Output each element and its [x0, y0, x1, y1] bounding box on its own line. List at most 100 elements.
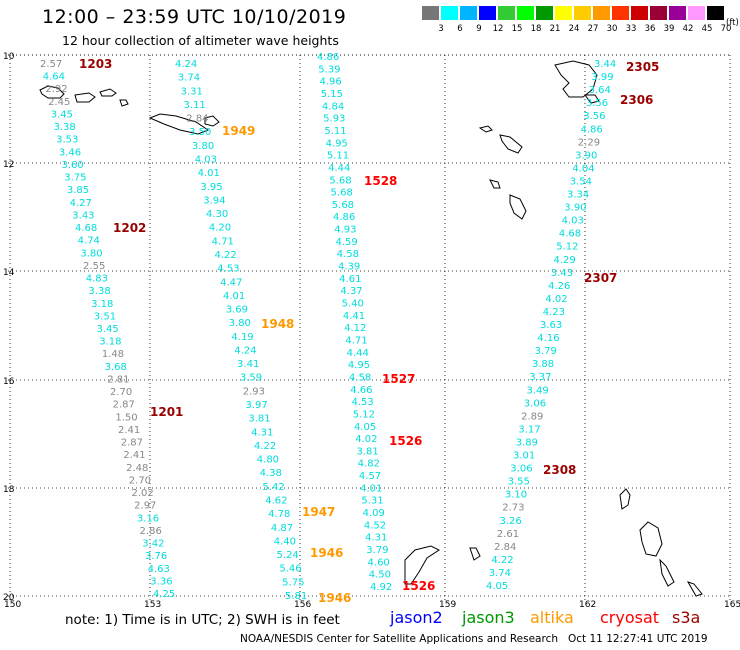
latitude-label: 10	[3, 52, 15, 62]
wave-height-value: 5.93	[323, 114, 345, 125]
wave-height-value: 2.73	[502, 503, 524, 514]
wave-height-value: 4.78	[268, 509, 290, 520]
wave-height-value: 2.48	[126, 463, 148, 474]
island-outline	[99, 88, 117, 97]
pass-time-label: 2308	[543, 463, 576, 477]
wave-height-value: 3.54	[570, 176, 592, 187]
wave-height-value: 5.68	[332, 200, 354, 211]
wave-height-value: 3.64	[589, 85, 611, 96]
wave-height-value: 4.27	[70, 198, 92, 209]
wave-height-value: 3.55	[508, 477, 530, 488]
wave-height-value: 4.03	[562, 216, 584, 227]
wave-height-value: 3.88	[532, 359, 554, 370]
island-outline	[686, 581, 703, 597]
latitude-label: 14	[3, 268, 15, 278]
wave-height-value: 4.05	[486, 581, 508, 592]
wave-height-value: 4.64	[43, 72, 65, 83]
wave-height-value: 4.39	[338, 262, 360, 273]
wave-height-value: 4.12	[344, 323, 366, 334]
wave-height-value: 4.58	[349, 372, 371, 383]
pass-time-label: 2305	[626, 60, 659, 74]
island-outline	[39, 85, 65, 99]
wave-height-value: 5.11	[324, 126, 346, 137]
wave-height-value: 2.89	[521, 411, 543, 422]
wave-height-value: 3.81	[248, 414, 270, 425]
wave-height-value: 4.84	[322, 101, 344, 112]
wave-height-value: 2.61	[497, 529, 519, 540]
island-outline	[148, 113, 210, 135]
wave-height-value: 3.18	[91, 299, 113, 310]
coastline-outlines	[39, 60, 703, 597]
wave-height-value: 3.89	[516, 437, 538, 448]
color-swatch	[631, 6, 648, 20]
color-scale-tick: 3	[438, 24, 444, 34]
island-outline	[469, 547, 481, 561]
wave-height-value: 4.47	[220, 277, 242, 288]
wave-height-value: 2.45	[48, 97, 70, 108]
wave-height-value: 2.93	[243, 386, 265, 397]
island-outline	[478, 125, 493, 133]
island-outline	[509, 194, 527, 220]
wave-height-value: 3.45	[97, 324, 119, 335]
wave-height-value: 4.61	[339, 274, 361, 285]
wave-height-value: 3.59	[240, 373, 262, 384]
color-scale-unit: (ft)	[726, 18, 739, 28]
wave-height-value: 4.25	[153, 589, 175, 600]
wave-height-value: 4.62	[265, 496, 287, 507]
wave-height-value: 4.30	[206, 209, 228, 220]
pass-time-label: 1948	[261, 317, 294, 331]
color-swatch	[593, 6, 610, 20]
wave-height-value: 5.75	[282, 577, 304, 588]
wave-height-value: 3.80	[229, 318, 251, 329]
wave-height-value: 4.80	[257, 455, 279, 466]
wave-height-value: 2.86	[140, 526, 162, 537]
wave-height-value: 4.24	[175, 59, 197, 70]
wave-height-value: 3.90	[564, 203, 586, 214]
satellite-legend-item: altika	[530, 608, 574, 627]
wave-height-value: 5.12	[353, 409, 375, 420]
wave-height-value: 3.41	[237, 359, 259, 370]
wave-height-value: 4.31	[365, 533, 387, 544]
wave-height-value: 2.84	[494, 542, 516, 553]
wave-height-value: 5.46	[279, 564, 301, 575]
wave-height-value: 4.50	[369, 570, 391, 581]
island-outline	[489, 179, 501, 189]
color-swatch	[669, 6, 686, 20]
pass-time-label: 1949	[222, 124, 255, 138]
color-swatch	[441, 6, 458, 20]
wave-height-value: 3.69	[226, 305, 248, 316]
wave-height-value: 3.94	[203, 195, 225, 206]
pass-time-label: 1526	[389, 434, 422, 448]
wave-height-value: 3.97	[246, 400, 268, 411]
wave-height-value: 4.22	[254, 441, 276, 452]
wave-height-value: 3.45	[51, 109, 73, 120]
wave-height-value: 5.40	[342, 299, 364, 310]
wave-height-value: 3.63	[540, 320, 562, 331]
pass-time-label: 1203	[79, 57, 112, 71]
wave-height-value: 4.66	[350, 385, 372, 396]
wave-height-value: 4.02	[545, 294, 567, 305]
wave-height-value: 4.38	[260, 468, 282, 479]
wave-height-value: 4.60	[368, 557, 390, 568]
wave-height-value: 4.16	[537, 333, 559, 344]
wave-height-value: 3.51	[94, 311, 116, 322]
wave-height-value: 3.44	[594, 59, 616, 70]
color-scale-tick: 15	[511, 24, 523, 34]
wave-height-value: 4.86	[317, 52, 339, 63]
wave-height-value: 1.50	[115, 412, 137, 423]
wave-height-value: 2.87	[121, 438, 143, 449]
color-swatch	[555, 6, 572, 20]
wave-height-value: 4.53	[217, 264, 239, 275]
wave-height-value: 3.16	[137, 513, 159, 524]
wave-height-value: 4.26	[548, 281, 570, 292]
color-swatch	[422, 6, 439, 20]
longitude-label: 153	[144, 600, 161, 610]
wave-height-value: 4.68	[559, 229, 581, 240]
longitude-label: 159	[439, 600, 456, 610]
wave-height-value: 4.57	[359, 471, 381, 482]
wave-height-value: 1.48	[102, 349, 124, 360]
wave-height-value: 3.56	[586, 98, 608, 109]
wave-height-value: 3.34	[567, 190, 589, 201]
